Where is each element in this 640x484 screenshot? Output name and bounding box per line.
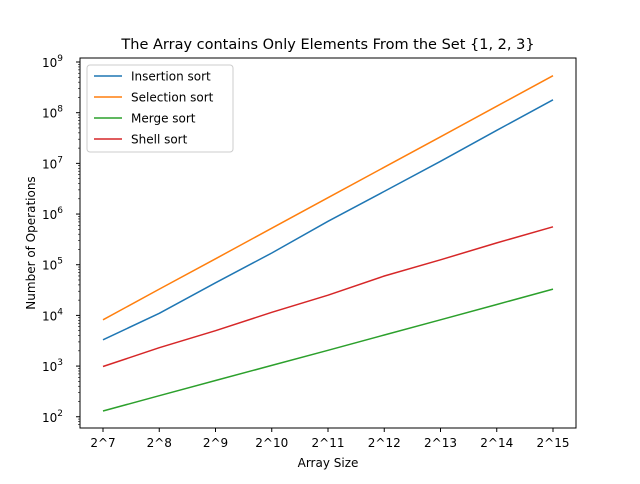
x-tick-label: 2^8 — [147, 436, 172, 450]
chart-title: The Array contains Only Elements From th… — [120, 37, 534, 53]
x-tick-label: 2^11 — [312, 436, 345, 450]
x-axis: 2^7 2^8 2^9 2^10 2^11 2^12 2^13 2^14 2^15 — [90, 428, 569, 450]
series-line-selection-sort — [102, 75, 554, 321]
y-axis-label: Number of Operations — [24, 176, 38, 309]
x-tick-label: 2^13 — [424, 436, 457, 450]
legend: Insertion sort Selection sort Merge sort Sh… — [86, 64, 234, 153]
legend-box — [86, 64, 234, 153]
legend-label-selection-sort: Selection sort — [131, 91, 214, 105]
x-tick-label: 2^15 — [537, 436, 570, 450]
series-line-merge-sort — [102, 288, 554, 412]
series-line-shell-sort — [102, 226, 554, 368]
x-tick-label: 2^7 — [90, 436, 115, 450]
x-tick-label: 2^12 — [368, 436, 401, 450]
x-axis-label: Array Size — [298, 456, 359, 470]
legend-label-shell-sort: Shell sort — [131, 133, 188, 147]
x-tick-label: 2^10 — [255, 436, 288, 450]
series-layer — [102, 75, 554, 412]
legend-label-insertion-sort: Insertion sort — [131, 70, 211, 84]
series-line-insertion-sort — [102, 99, 554, 341]
x-tick-label: 2^14 — [480, 436, 513, 450]
legend-label-merge-sort: Merge sort — [131, 112, 196, 126]
x-tick-label: 2^9 — [203, 436, 228, 450]
